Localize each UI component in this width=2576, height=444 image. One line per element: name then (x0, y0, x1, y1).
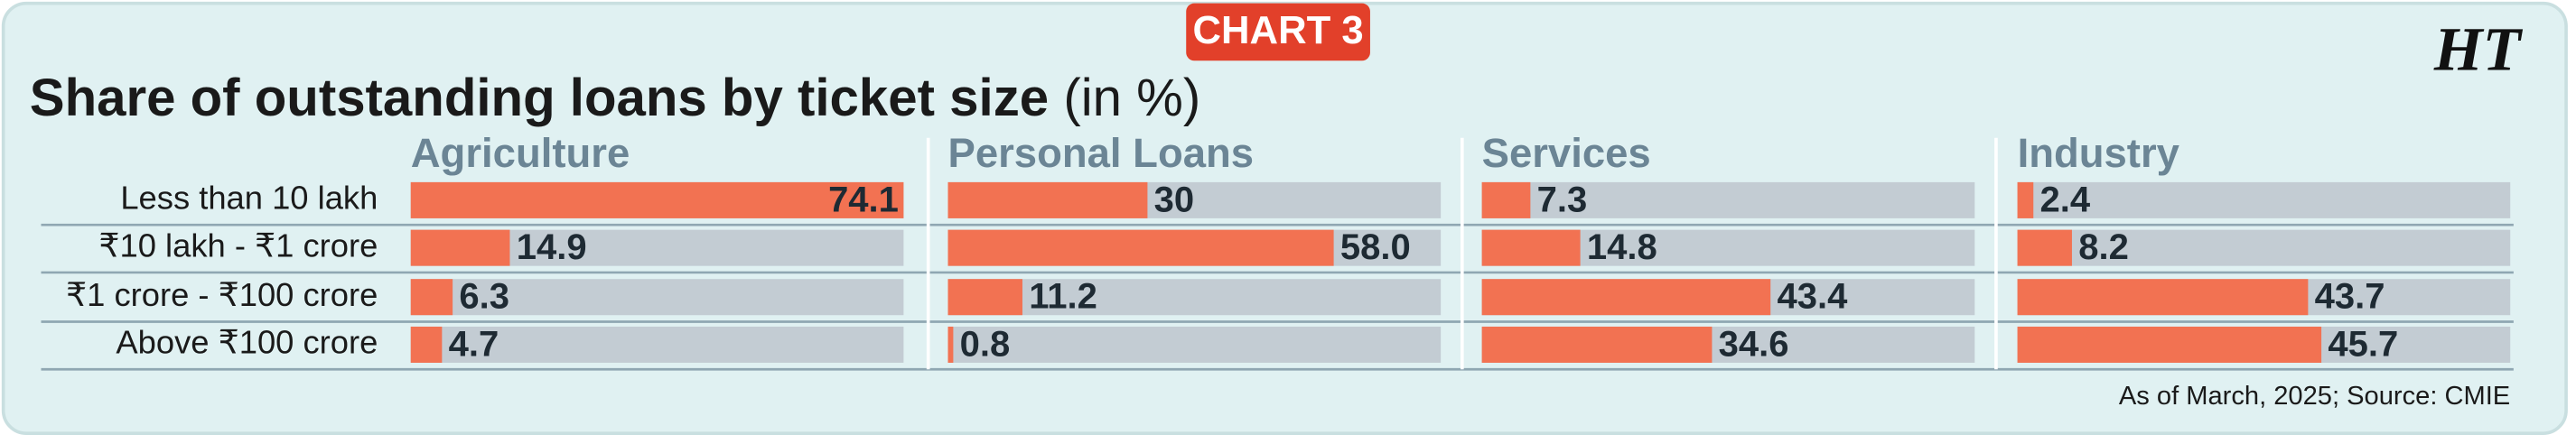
value-label: 7.3 (1537, 180, 1588, 219)
value-label: 43.4 (1777, 277, 1848, 317)
category-label: ₹10 lakh - ₹1 crore (98, 227, 378, 264)
bar-track (410, 326, 904, 363)
bar-track (2017, 229, 2511, 266)
bar (2017, 229, 2072, 266)
chart-title-group: Share of outstanding loans by ticket siz… (30, 69, 1201, 127)
bar-track (1481, 181, 1975, 218)
bar (410, 229, 510, 266)
panel-title: Personal Loans (947, 130, 1254, 176)
chart-title: Share of outstanding loans by ticket siz… (30, 69, 1049, 127)
chart-title-unit: (in %) (1063, 69, 1200, 127)
bar (1481, 181, 1531, 218)
value-label: 8.2 (2078, 227, 2129, 267)
value-label: 74.1 (828, 180, 899, 219)
category-label: Less than 10 lakh (120, 180, 378, 217)
bar-track (2017, 181, 2511, 218)
value-label: 14.8 (1587, 227, 1657, 267)
bar (2017, 326, 2322, 363)
badge-background (1186, 3, 1370, 61)
value-label: 58.0 (1340, 227, 1411, 267)
bar (947, 279, 1022, 316)
bar (1481, 229, 1581, 266)
category-label: ₹1 crore - ₹100 crore (66, 276, 378, 313)
value-label: 4.7 (449, 324, 499, 364)
panel-title: Agriculture (411, 130, 630, 176)
value-label: 30 (1154, 180, 1195, 219)
panel-title: Industry (2018, 130, 2180, 176)
badge: CHART 3 (1193, 8, 1364, 52)
bar (947, 181, 1148, 218)
bar (947, 326, 954, 363)
bar (410, 181, 904, 218)
value-label: 43.7 (2315, 277, 2385, 317)
value-label: 11.2 (1029, 277, 1097, 317)
logo: HT (2433, 14, 2524, 84)
bar (1481, 326, 1713, 363)
bar-track (947, 279, 1442, 316)
category-label: Above ₹100 crore (116, 324, 378, 361)
value-label: 0.8 (960, 324, 1011, 364)
bar (1481, 279, 1771, 316)
bar (2017, 279, 2309, 316)
bar-track (410, 279, 904, 316)
value-label: 14.9 (517, 227, 587, 267)
bar (410, 326, 443, 363)
bar (2017, 181, 2034, 218)
value-label: 34.6 (1719, 324, 1789, 364)
value-label: 45.7 (2328, 324, 2398, 364)
bar-track (947, 326, 1442, 363)
panel-title: Services (1482, 130, 1651, 176)
footnote: As of March, 2025; Source: CMIE (2119, 382, 2510, 411)
bar (947, 229, 1334, 266)
value-label: 6.3 (459, 277, 509, 317)
bar (410, 279, 453, 316)
value-label: 2.4 (2040, 180, 2091, 219)
